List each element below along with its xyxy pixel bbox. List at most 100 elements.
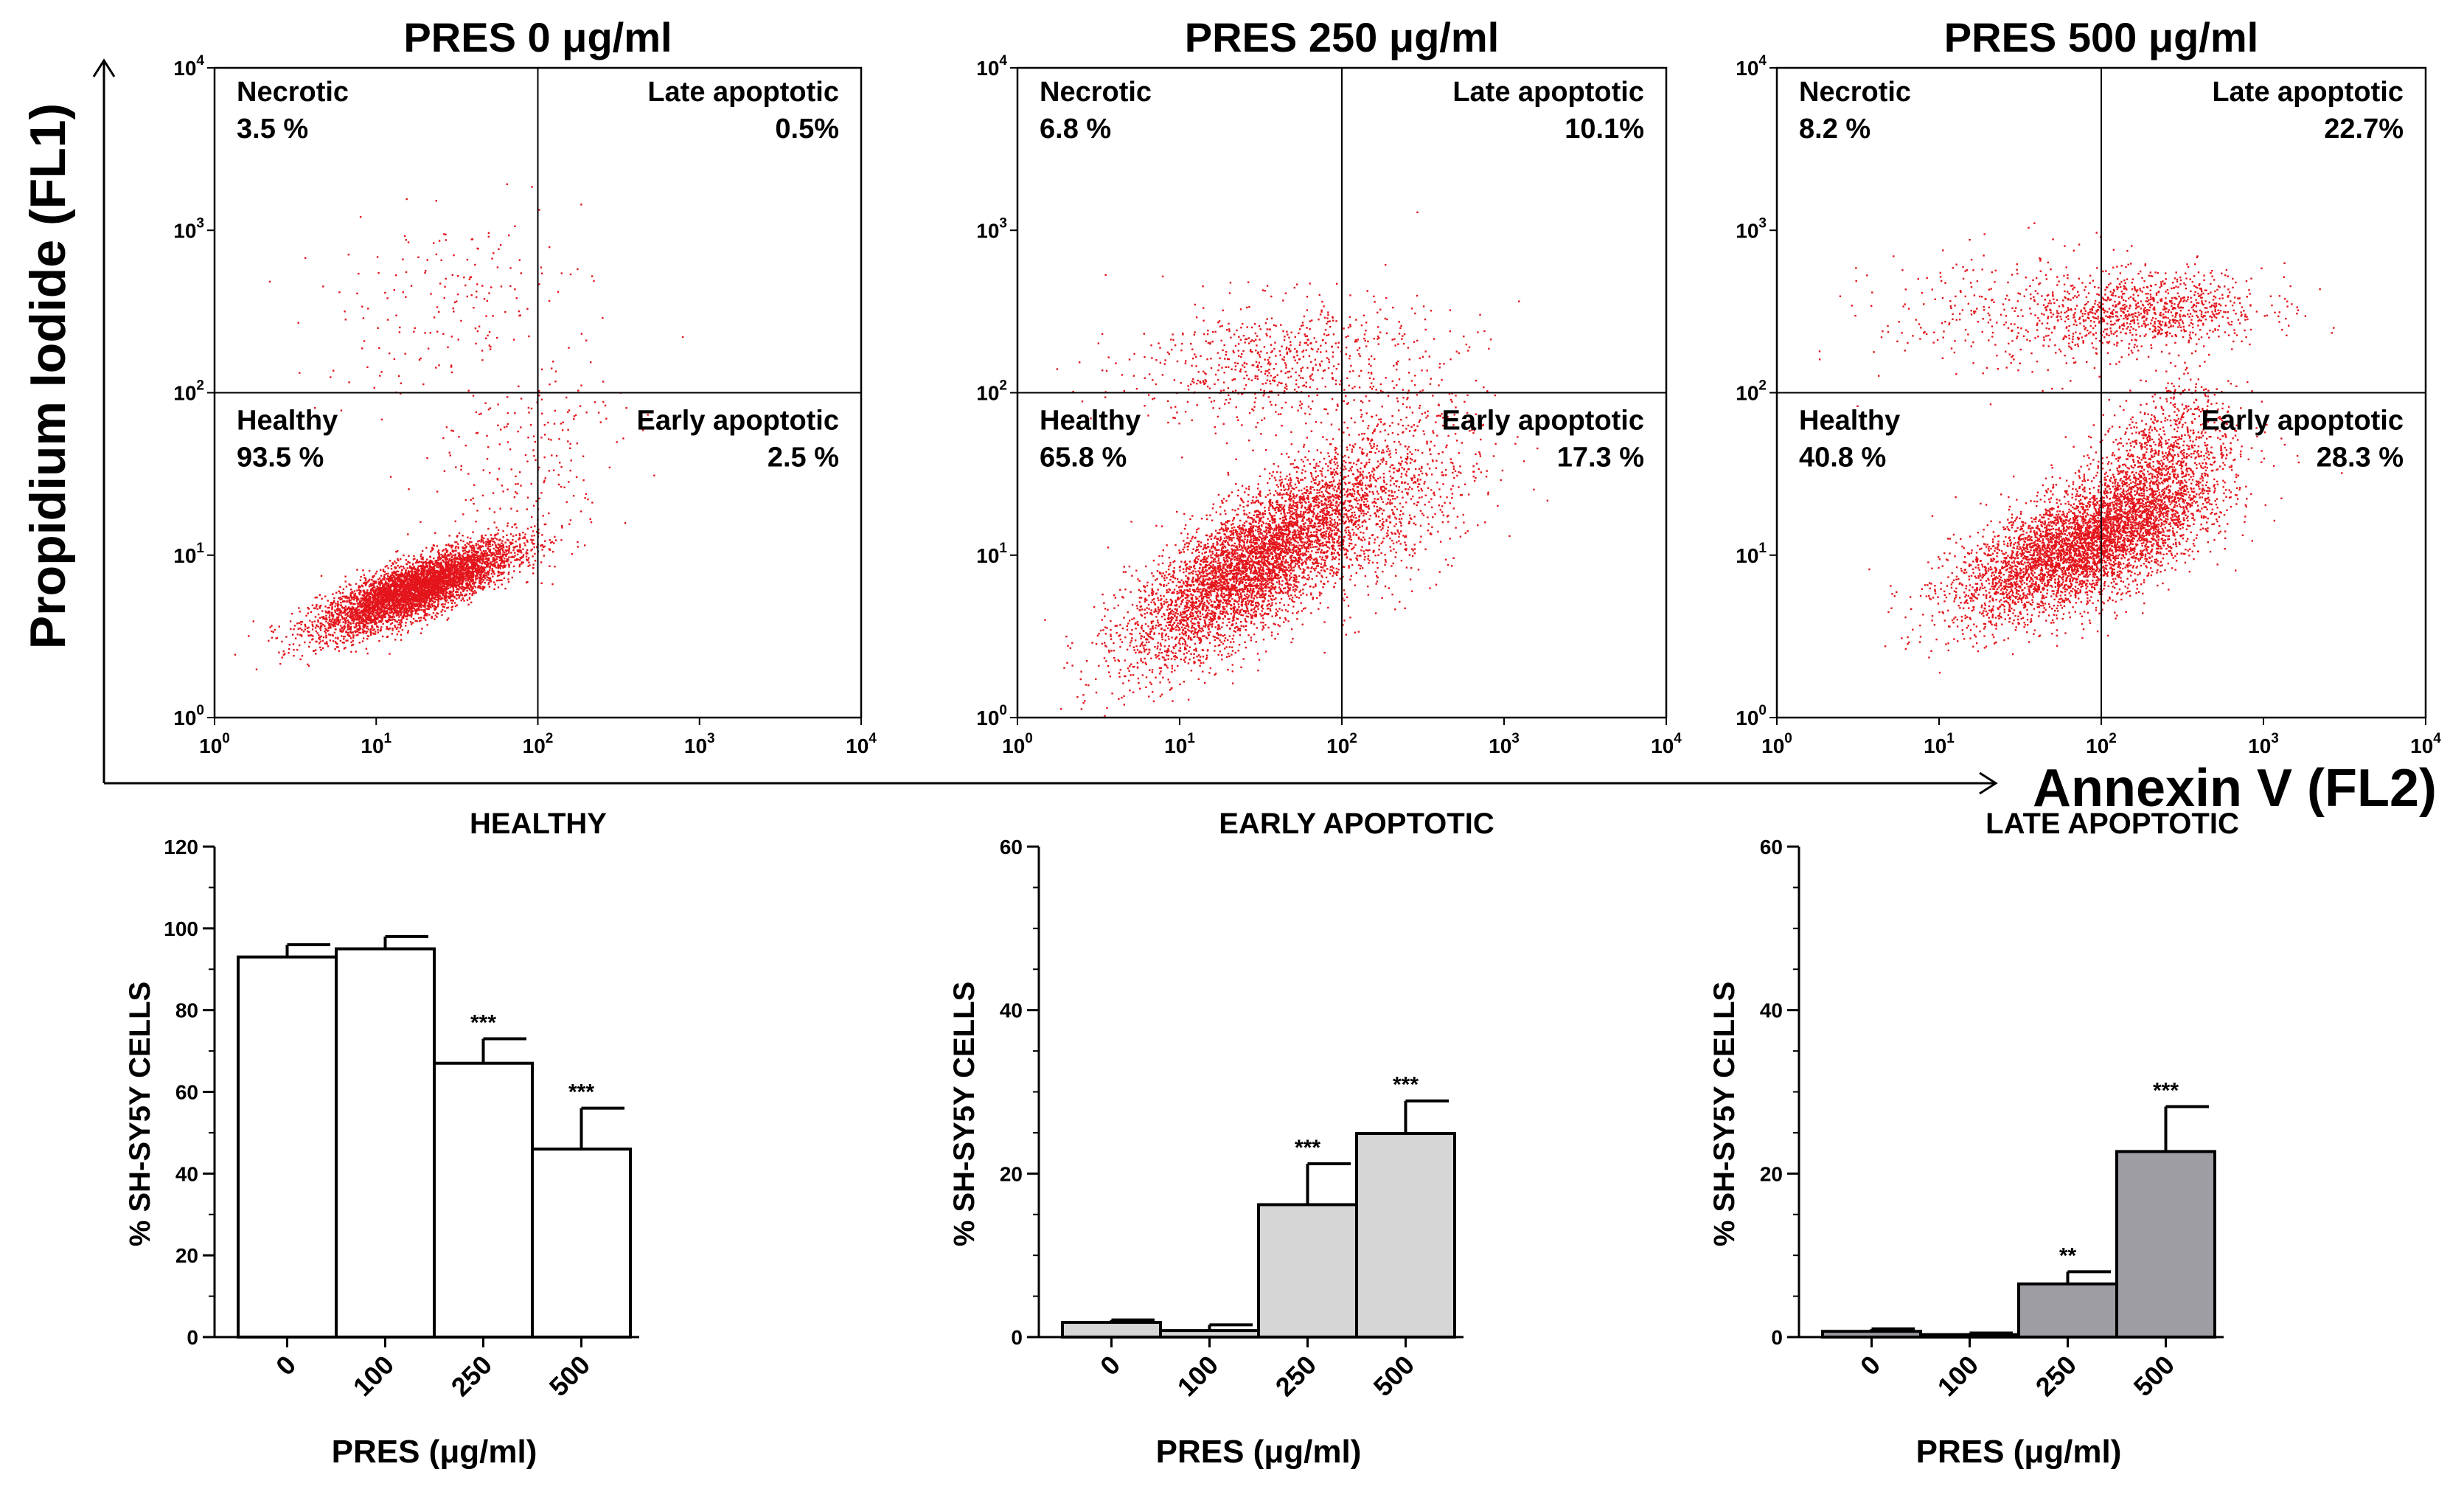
scatter-dot (298, 607, 300, 609)
scatter-dot (364, 604, 366, 607)
scatter-dot (311, 621, 313, 623)
scatter-dot (403, 609, 406, 611)
scatter-dot (475, 521, 477, 523)
scatter-dot (432, 567, 435, 569)
scatter-dot (341, 631, 344, 633)
scatter-dot (504, 549, 507, 552)
scatter-dot (439, 598, 442, 600)
scatter-dot (473, 549, 476, 551)
scatter-dot (423, 569, 426, 572)
scatter-dot (398, 604, 400, 606)
scatter-dot (473, 547, 476, 549)
scatter-dot (445, 548, 447, 550)
scatter-dot (339, 598, 341, 601)
scatter-dot (367, 606, 369, 608)
scatter-dot (459, 573, 462, 576)
scatter-dot (358, 620, 361, 622)
scatter-dot (442, 573, 445, 576)
scatter-dot (377, 628, 379, 631)
scatter-dot (402, 588, 404, 590)
scatter-dot (460, 599, 462, 602)
scatter-dot (412, 586, 414, 589)
scatter-dot (416, 584, 418, 586)
scatter-dot (406, 594, 409, 597)
scatter-dot (364, 624, 366, 626)
scatter-dot (438, 580, 440, 583)
scatter-dot (360, 622, 362, 624)
scatter-dot (436, 569, 439, 572)
scatter-dot (435, 587, 437, 589)
scatter-dot (494, 564, 496, 567)
scatter-dot (471, 568, 474, 571)
scatter-dot (471, 544, 474, 546)
scatter-dot (440, 578, 442, 581)
scatter-dot (364, 591, 366, 594)
scatter-dot (470, 589, 473, 591)
scatter-dot (410, 623, 413, 625)
scatter-dot (301, 621, 304, 623)
scatter-dot (428, 563, 431, 565)
scatter-dot (427, 589, 429, 591)
scatter-dot (448, 580, 450, 583)
scatter-dot (445, 591, 447, 593)
scatter-dot (425, 584, 427, 586)
scatter-dot (474, 570, 476, 572)
scatter-dot (487, 559, 490, 562)
scatter-dot (480, 541, 482, 543)
scatter-dot (517, 550, 519, 552)
scatter-dot (391, 580, 394, 583)
scatter-dot (282, 653, 285, 656)
scatter-dot (497, 565, 499, 567)
scatter-dot (392, 618, 394, 621)
scatter-dot (395, 562, 397, 564)
scatter-dot (470, 551, 473, 554)
scatter-dot (337, 619, 339, 622)
scatter-dot (461, 577, 463, 579)
scatter-dot (431, 567, 434, 570)
scatter-dot (347, 626, 349, 628)
scatter-dot (496, 575, 499, 577)
scatter-dot (347, 614, 349, 617)
scatter-dot (417, 591, 420, 594)
scatter-dot (426, 592, 428, 594)
scatter-dot (462, 555, 464, 558)
scatter-dot (487, 562, 489, 564)
scatter-dot (341, 591, 344, 594)
scatter-dot (368, 609, 370, 611)
scatter-dot (401, 605, 403, 608)
scatter-dot (401, 611, 403, 613)
scatter-dot (410, 576, 412, 578)
scatter-dot (380, 610, 383, 612)
scatter-dot (331, 608, 333, 611)
scatter-dot (373, 628, 376, 631)
scatter-dot (463, 569, 465, 572)
scatter-dot (478, 560, 481, 563)
scatter-dot (316, 608, 319, 610)
scatter-dot (413, 566, 416, 568)
scatter-dot (479, 583, 482, 585)
scatter-dot (452, 600, 454, 602)
scatter-dot (414, 580, 416, 583)
scatter-dot (529, 564, 531, 566)
scatter-dot (530, 538, 532, 541)
scatter-dot (378, 603, 380, 605)
scatter-dot (475, 554, 477, 556)
scatter-dot (334, 609, 336, 611)
scatter-dot (453, 557, 456, 559)
scatter-dot (512, 542, 514, 544)
scatter-dot (399, 578, 402, 580)
scatter-dot (498, 549, 500, 551)
scatter-dot (423, 580, 425, 583)
scatter-dot (431, 615, 433, 618)
scatter-dot (343, 642, 345, 644)
scatter-dot (465, 593, 467, 596)
scatter-dot (420, 597, 422, 600)
scatter-dot (409, 565, 411, 567)
scatter-dot (383, 575, 386, 577)
scatter-dot (379, 620, 381, 623)
scatter-dot (589, 518, 591, 520)
scatter-dot (417, 608, 419, 610)
scatter-dot (397, 601, 399, 604)
scatter-dot (356, 603, 358, 605)
scatter-dot (467, 571, 470, 574)
